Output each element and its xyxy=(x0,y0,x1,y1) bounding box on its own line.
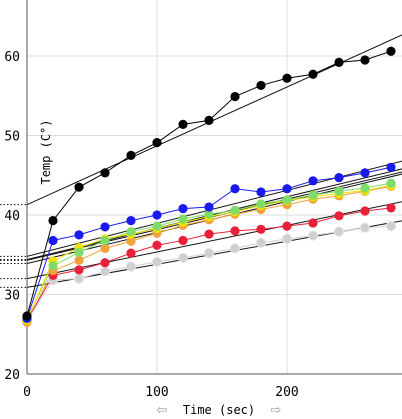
data-point xyxy=(178,235,188,246)
data-point xyxy=(100,222,110,232)
data-point xyxy=(308,176,318,186)
y-tick-label: 40 xyxy=(4,209,20,224)
data-point xyxy=(74,247,84,257)
data-point xyxy=(73,273,85,284)
data-point xyxy=(152,240,162,250)
data-point xyxy=(204,115,214,125)
data-point xyxy=(151,256,163,268)
data-point xyxy=(100,235,110,246)
trend-line xyxy=(26,160,402,257)
data-point xyxy=(360,168,370,178)
scroll-right-arrow-icon[interactable]: ⇨ xyxy=(271,403,282,418)
x-tick-label: 200 xyxy=(275,385,298,400)
data-point xyxy=(74,230,84,240)
data-point xyxy=(360,55,370,65)
y-tick-label: 60 xyxy=(4,50,20,65)
data-point xyxy=(308,218,318,228)
data-point xyxy=(334,57,344,67)
data-point xyxy=(178,214,188,224)
data-point xyxy=(385,221,397,232)
data-point xyxy=(308,190,318,200)
scroll-left-arrow-icon[interactable]: ⇦ xyxy=(157,403,168,418)
fit-lines xyxy=(0,34,402,288)
data-point xyxy=(282,221,292,231)
data-point xyxy=(281,233,293,244)
data-point xyxy=(100,258,110,268)
data-point xyxy=(333,226,345,237)
data-point xyxy=(256,187,266,197)
data-point xyxy=(178,119,188,129)
data-point xyxy=(126,150,136,160)
data-point xyxy=(230,226,240,236)
data-point xyxy=(48,215,58,226)
data-point xyxy=(48,235,58,246)
data-point xyxy=(307,230,319,241)
trend-line xyxy=(26,34,402,206)
x-axis-title: Time (sec) xyxy=(183,403,255,417)
tick-labels: 20 30 40 50 60 0 100 200 xyxy=(4,50,298,400)
data-point xyxy=(126,215,136,226)
data-point xyxy=(230,184,240,194)
data-point xyxy=(229,243,241,254)
y-tick-label: 50 xyxy=(4,130,20,145)
data-point xyxy=(152,210,162,220)
data-point xyxy=(48,261,58,271)
data-point xyxy=(334,186,344,196)
y-tick-label: 20 xyxy=(4,368,20,383)
data-point xyxy=(22,311,32,321)
data-point xyxy=(204,202,214,212)
y-axis-title: Temp (C°) xyxy=(39,119,53,184)
data-point xyxy=(74,255,84,265)
data-point xyxy=(230,91,240,102)
x-tick-label: 100 xyxy=(145,385,168,400)
data-point xyxy=(334,211,344,221)
data-point xyxy=(359,222,371,233)
data-point xyxy=(126,248,136,258)
data-point xyxy=(152,138,162,148)
data-point xyxy=(204,209,214,219)
data-point xyxy=(386,203,396,213)
data-point xyxy=(100,168,110,178)
data-point xyxy=(282,184,292,194)
y-tick-label: 30 xyxy=(4,289,20,304)
data-point xyxy=(100,243,110,253)
data-point xyxy=(256,199,266,209)
data-point xyxy=(334,173,344,183)
data-point xyxy=(282,73,292,83)
data-point xyxy=(125,261,137,272)
data-point xyxy=(360,183,370,193)
data-point xyxy=(386,162,396,172)
trend-line xyxy=(26,171,402,261)
data-points xyxy=(21,46,397,327)
data-point xyxy=(360,206,370,216)
data-point xyxy=(74,182,84,192)
data-point xyxy=(386,46,396,56)
data-point xyxy=(204,229,214,239)
data-point xyxy=(203,248,215,259)
data-point xyxy=(308,69,318,79)
data-point xyxy=(230,205,240,215)
data-point xyxy=(126,236,136,246)
x-tick-label: 0 xyxy=(23,385,31,400)
data-point xyxy=(99,266,111,277)
data-point xyxy=(386,178,396,188)
data-point xyxy=(255,237,267,248)
data-point xyxy=(256,80,266,91)
data-point xyxy=(282,195,292,205)
data-point xyxy=(177,252,189,264)
data-point xyxy=(256,224,266,234)
data-point xyxy=(152,221,162,231)
data-point xyxy=(178,204,188,214)
data-point xyxy=(126,227,136,237)
data-point xyxy=(74,265,84,275)
